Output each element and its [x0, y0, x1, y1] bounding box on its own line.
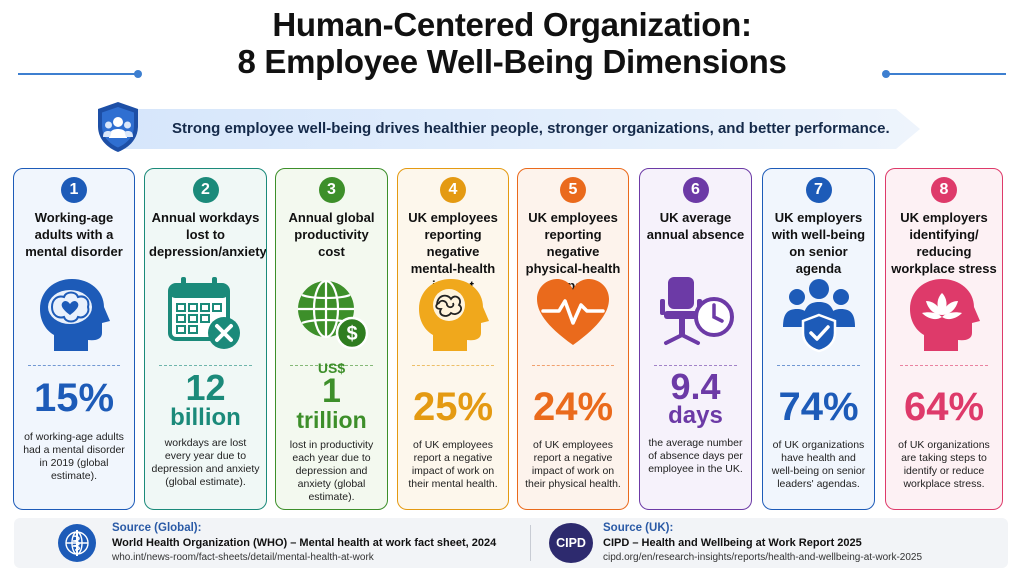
card-description: of UK organizations have health and well…	[771, 439, 866, 490]
card-title: UK average annual absence	[646, 210, 745, 242]
card-mental-disorder: 1 Working-age adults with a mental disor…	[13, 168, 135, 510]
card-stat: 1	[322, 372, 341, 410]
card-title: UK employers with well-being on senior a…	[771, 210, 866, 276]
tagline-text: Strong employee well-being drives health…	[172, 120, 890, 137]
source-global-title: World Health Organization (WHO) – Mental…	[112, 537, 497, 549]
card-workplace-stress: 8 UK employers identifying/ reducing wor…	[885, 168, 1003, 510]
card-description: of working-age adults had a mental disor…	[23, 431, 125, 482]
card-description: of UK organizations are taking steps to …	[898, 439, 990, 490]
source-uk-label: Source (UK):	[603, 522, 674, 534]
card-number: 3	[318, 177, 345, 203]
card-physical-health-impact: 5 UK employees reporting negative physic…	[517, 168, 629, 510]
calendar-x-icon	[167, 277, 240, 349]
decor-line-right	[888, 73, 1006, 75]
decor-dot-left	[134, 70, 142, 78]
card-number: 4	[440, 177, 466, 203]
card-title: Working-age adults with a mental disorde…	[25, 210, 123, 259]
sources-footer	[14, 518, 1008, 568]
card-number: 6	[682, 177, 709, 203]
page-title: Human-Centered Organization: 8 Employee …	[0, 6, 1024, 80]
card-stat: 74%	[778, 385, 859, 429]
card-separator	[412, 365, 494, 366]
card-stat: 25%	[412, 385, 494, 429]
card-stat: 15%	[33, 376, 115, 420]
brain-heart-icon	[40, 279, 110, 351]
card-number: 1	[61, 177, 87, 203]
title-line-1: Human-Centered Organization:	[272, 6, 752, 43]
card-senior-agenda: 7 UK employers with well-being on senior…	[762, 168, 875, 510]
card-separator	[654, 365, 737, 366]
card-description: of UK employees report a negative impact…	[525, 439, 621, 490]
source-global-url[interactable]: who.int/news-room/fact-sheets/detail/men…	[112, 552, 374, 563]
head-tangle-icon	[419, 279, 489, 351]
footer-divider	[530, 525, 531, 561]
card-description: lost in productivity each year due to de…	[289, 439, 374, 503]
card-description: workdays are lost every year due to depr…	[151, 437, 260, 488]
card-separator	[532, 365, 614, 366]
card-title: UK employers identifying/ reducing workp…	[891, 210, 997, 276]
card-number: 7	[805, 177, 832, 203]
tagline-banner	[120, 109, 920, 149]
card-workdays-lost: 2 Annual workdays lost to depression/anx…	[144, 168, 267, 510]
who-emblem-icon	[58, 524, 96, 562]
card-title: Annual global productivity cost	[288, 210, 375, 259]
card-separator	[290, 365, 373, 366]
card-title: Annual workdays lost to depression/anxie…	[149, 210, 267, 259]
card-description: the average number of absence days per e…	[648, 437, 743, 475]
chair-clock-icon	[659, 277, 734, 345]
card-separator	[28, 365, 120, 366]
card-annual-absence: 6 UK average annual absence 9.4 days the…	[639, 168, 752, 510]
card-separator	[159, 365, 252, 366]
card-mental-health-impact: 4 UK employees reporting negative mental…	[397, 168, 509, 510]
source-uk-title: CIPD – Health and Wellbeing at Work Repo…	[603, 537, 862, 549]
head-lotus-icon	[910, 279, 980, 351]
cipd-logo-text: CIPD	[556, 536, 586, 550]
card-number: 8	[931, 177, 957, 203]
card-stat-unit: trillion	[296, 407, 367, 433]
svg-text:$: $	[346, 323, 357, 345]
heartbeat-icon	[537, 279, 609, 345]
card-stat: 24%	[532, 385, 614, 429]
card-separator	[900, 365, 988, 366]
card-stat: 64%	[903, 385, 985, 429]
title-line-2: 8 Employee Well-Being Dimensions	[237, 43, 787, 80]
card-stat: 12	[185, 367, 226, 408]
cipd-logo: CIPD	[549, 523, 593, 563]
decor-dot-right	[882, 70, 890, 78]
card-stat: 9.4	[670, 366, 721, 407]
shield-people-icon	[98, 102, 138, 152]
card-stat-unit: days	[668, 402, 723, 429]
source-global-label: Source (Global):	[112, 522, 202, 534]
team-shield-icon	[782, 279, 855, 353]
card-separator	[777, 365, 860, 366]
card-number: 2	[192, 177, 219, 203]
decor-line-left	[18, 73, 136, 75]
source-uk-url[interactable]: cipd.org/en/research-insights/reports/he…	[603, 552, 923, 563]
card-description: of UK employees report a negative impact…	[408, 439, 498, 490]
globe-dollar-icon: $	[297, 279, 368, 350]
card-stat-prefix: US$	[317, 360, 346, 376]
card-stat-unit: billion	[170, 404, 241, 431]
card-number: 5	[560, 177, 586, 203]
card-productivity-cost: 3 Annual global productivity cost $ US$ …	[275, 168, 388, 510]
